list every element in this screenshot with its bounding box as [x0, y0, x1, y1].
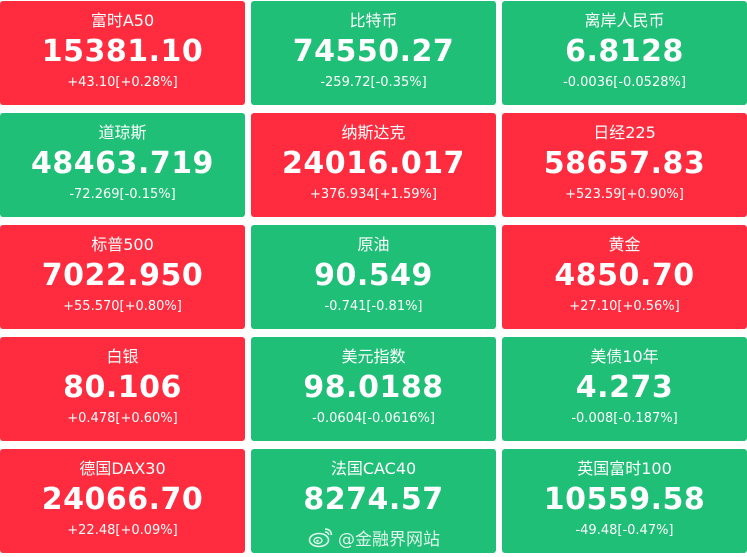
quote-name: 比特币	[349, 11, 398, 30]
quote-price: 24066.70	[41, 482, 204, 517]
quote-price: 15381.10	[41, 34, 204, 69]
quote-name: 富时A50	[90, 11, 155, 30]
quote-change: -49.48[-0.47%]	[575, 523, 674, 538]
weibo-icon	[308, 528, 333, 548]
quote-tile-ftse-100[interactable]: 英国富时100 10559.58 -49.48[-0.47%]	[502, 449, 747, 553]
quote-price: 48463.719	[31, 146, 214, 181]
quote-name: 白银	[106, 347, 139, 366]
quote-change: +0.478[+0.60%]	[67, 411, 178, 426]
quote-change: -0.008[-0.187%]	[571, 411, 678, 426]
quote-price: 74550.27	[292, 34, 455, 69]
quote-price: 4.273	[575, 370, 674, 405]
quote-name: 离岸人民币	[584, 11, 665, 30]
quote-change: +27.10[+0.56%]	[569, 299, 680, 314]
source-watermark: @金融界网站	[308, 522, 440, 552]
quote-price: 4850.70	[554, 258, 695, 293]
quote-name: 日经225	[593, 123, 656, 142]
quote-tile-dollar-index[interactable]: 美元指数 98.0188 -0.0604[-0.0616%]	[251, 337, 496, 441]
quote-name: 原油	[357, 235, 390, 254]
quote-price: 98.0188	[303, 370, 444, 405]
quote-name: 纳斯达克	[341, 123, 406, 142]
quote-tile-cac40[interactable]: 法国CAC40 8274.57	[251, 449, 496, 553]
quote-tile-dax30[interactable]: 德国DAX30 24066.70 +22.48[+0.09%]	[0, 449, 245, 553]
quote-price: 58657.83	[543, 146, 706, 181]
quote-change: +43.10[+0.28%]	[67, 75, 178, 90]
quote-change: +523.59[+0.90%]	[565, 187, 684, 202]
quote-price: 10559.58	[543, 482, 706, 517]
watermark-text: @金融界网站	[338, 529, 440, 550]
quote-price: 90.549	[314, 258, 433, 293]
quote-tile-gold[interactable]: 黄金 4850.70 +27.10[+0.56%]	[502, 225, 747, 329]
quote-change: -0.741[-0.81%]	[324, 299, 423, 314]
quote-change: -0.0036[-0.0528%]	[563, 75, 686, 90]
quote-tile-nasdaq[interactable]: 纳斯达克 24016.017 +376.934[+1.59%]	[251, 113, 496, 217]
quote-tile-crude-oil[interactable]: 原油 90.549 -0.741[-0.81%]	[251, 225, 496, 329]
quote-change: +22.48[+0.09%]	[67, 523, 178, 538]
quote-name: 英国富时100	[577, 459, 672, 478]
quote-name: 黄金	[608, 235, 641, 254]
quote-name: 美元指数	[341, 347, 406, 366]
quote-change: -72.269[-0.15%]	[69, 187, 176, 202]
quote-price: 80.106	[63, 370, 182, 405]
quote-price: 8274.57	[303, 482, 444, 517]
quote-change: +376.934[+1.59%]	[310, 187, 437, 202]
quote-name: 美债10年	[590, 347, 659, 366]
quote-name: 德国DAX30	[79, 459, 166, 478]
quote-change: +55.570[+0.80%]	[63, 299, 182, 314]
quote-name: 法国CAC40	[330, 459, 417, 478]
quote-tile-offshore-cny[interactable]: 离岸人民币 6.8128 -0.0036[-0.0528%]	[502, 1, 747, 105]
quote-tile-ftse-a50[interactable]: 富时A50 15381.10 +43.10[+0.28%]	[0, 1, 245, 105]
quote-price: 24016.017	[282, 146, 465, 181]
quote-tile-nikkei-225[interactable]: 日经225 58657.83 +523.59[+0.90%]	[502, 113, 747, 217]
quote-name: 道琼斯	[98, 123, 147, 142]
quote-tile-dow-jones[interactable]: 道琼斯 48463.719 -72.269[-0.15%]	[0, 113, 245, 217]
quote-change: -0.0604[-0.0616%]	[312, 411, 435, 426]
quote-tile-silver[interactable]: 白银 80.106 +0.478[+0.60%]	[0, 337, 245, 441]
quote-tile-bitcoin[interactable]: 比特币 74550.27 -259.72[-0.35%]	[251, 1, 496, 105]
quote-change: -259.72[-0.35%]	[320, 75, 427, 90]
quote-tile-us-10y-treasury[interactable]: 美债10年 4.273 -0.008[-0.187%]	[502, 337, 747, 441]
quote-tile-sp500[interactable]: 标普500 7022.950 +55.570[+0.80%]	[0, 225, 245, 329]
quote-price: 6.8128	[565, 34, 684, 69]
quote-name: 标普500	[91, 235, 154, 254]
quote-price: 7022.950	[41, 258, 204, 293]
